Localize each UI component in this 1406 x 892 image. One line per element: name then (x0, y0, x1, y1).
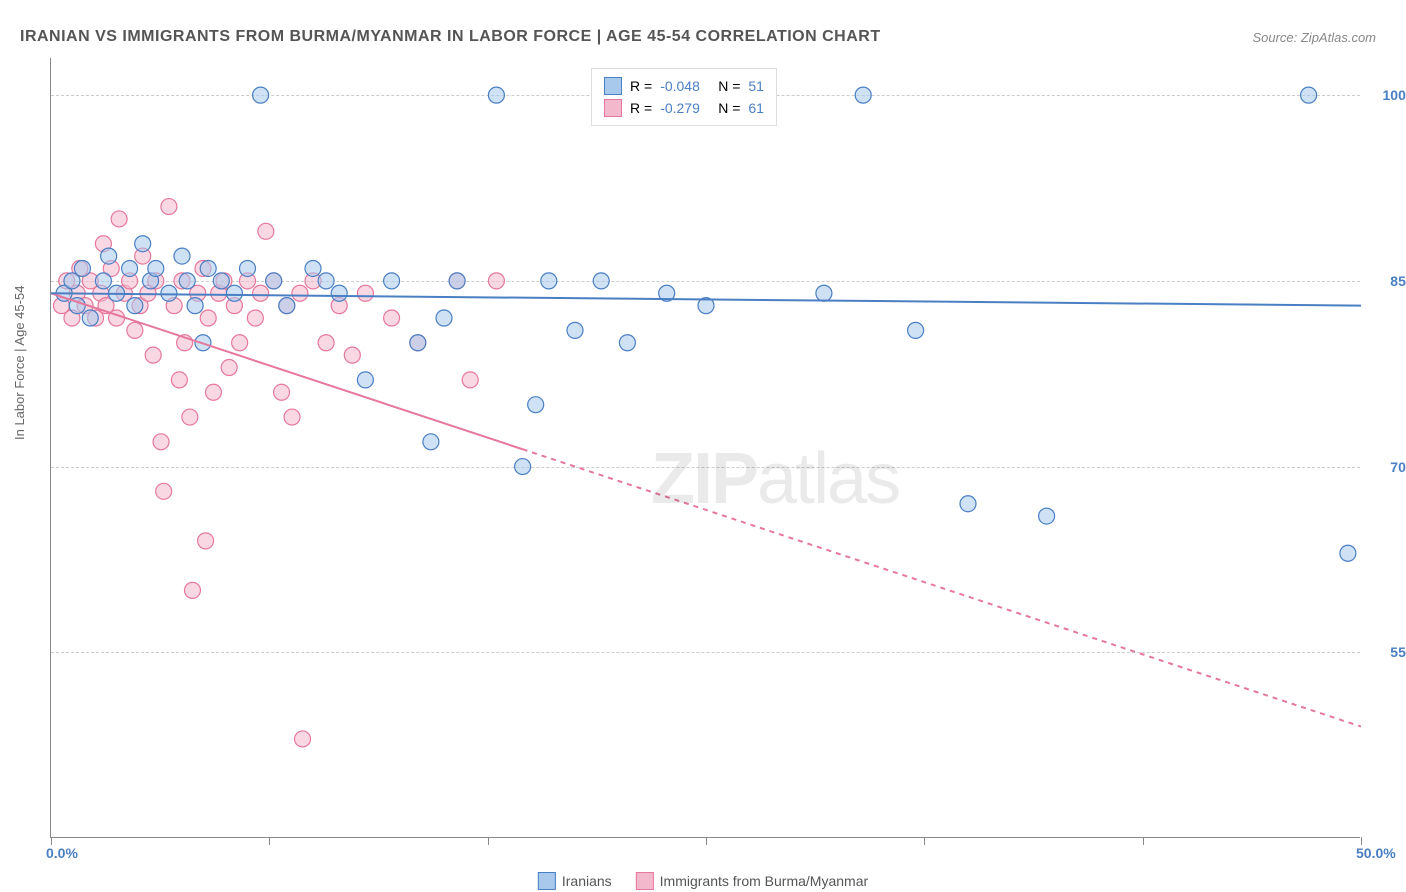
n-value-1: 51 (748, 78, 764, 94)
scatter-plot (51, 58, 1360, 837)
legend-item-series2: Immigrants from Burma/Myanmar (636, 872, 868, 890)
y-axis-label: In Labor Force | Age 45-54 (12, 286, 27, 440)
legend-swatch-series1 (604, 77, 622, 95)
legend-swatch-series2 (604, 99, 622, 117)
legend-swatch-series1-b (538, 872, 556, 890)
source-label: Source: ZipAtlas.com (1252, 30, 1376, 45)
legend-label-series2: Immigrants from Burma/Myanmar (660, 873, 868, 889)
chart-title: IRANIAN VS IMMIGRANTS FROM BURMA/MYANMAR… (20, 28, 881, 46)
chart-container: IRANIAN VS IMMIGRANTS FROM BURMA/MYANMAR… (0, 0, 1406, 892)
n-label-1: N = (718, 78, 740, 94)
r-value-1: -0.048 (660, 78, 710, 94)
plot-area: 55.0%70.0%85.0%100.0%0.0%50.0% ZIPatlas … (50, 58, 1360, 838)
series-legend: Iranians Immigrants from Burma/Myanmar (538, 872, 868, 890)
r-label-1: R = (630, 78, 652, 94)
legend-swatch-series2-b (636, 872, 654, 890)
legend-label-series1: Iranians (562, 873, 612, 889)
legend-row-series1: R = -0.048 N = 51 (604, 75, 764, 97)
r-label-2: R = (630, 100, 652, 116)
legend-item-series1: Iranians (538, 872, 612, 890)
n-label-2: N = (718, 100, 740, 116)
legend-row-series2: R = -0.279 N = 61 (604, 97, 764, 119)
r-value-2: -0.279 (660, 100, 710, 116)
n-value-2: 61 (748, 100, 764, 116)
correlation-legend: R = -0.048 N = 51 R = -0.279 N = 61 (591, 68, 777, 126)
